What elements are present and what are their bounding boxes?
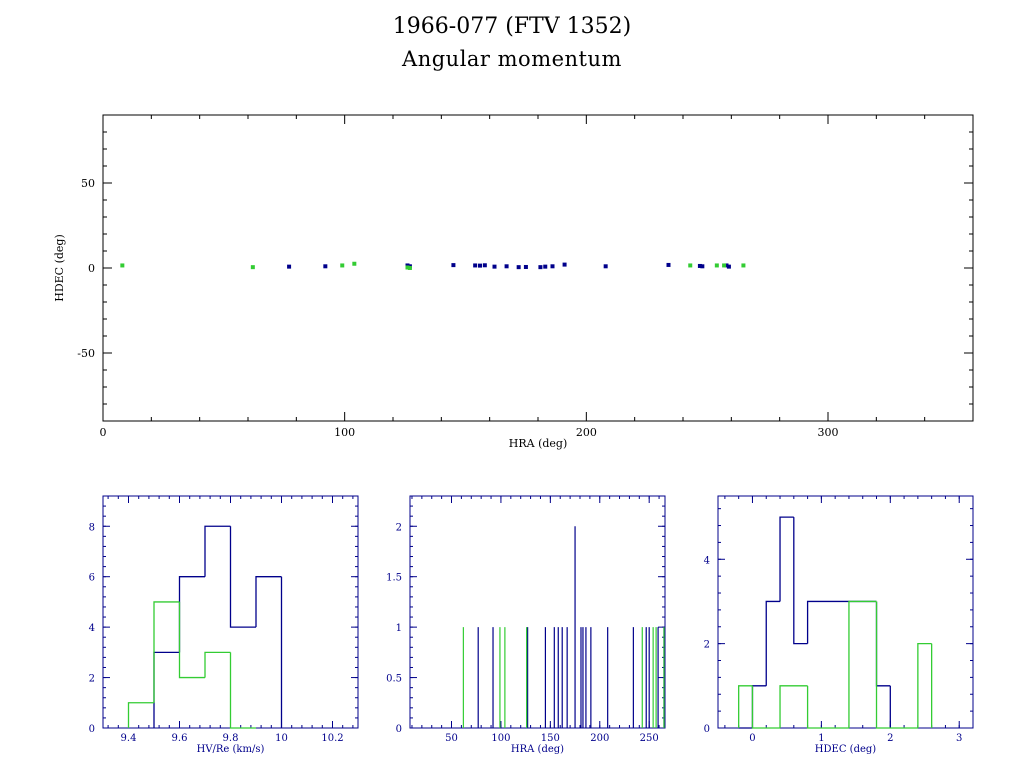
scatter-point-blue	[697, 263, 702, 268]
scatter-point-green	[120, 263, 125, 268]
hist-x-axis-label: HRA (deg)	[511, 744, 564, 755]
hist-y-tick-label: 0	[396, 724, 402, 735]
hist-y-tick-label: 0	[704, 724, 710, 735]
hist-series-blue	[738, 516, 891, 729]
hist-y-tick-label: 2	[89, 674, 95, 685]
scatter-point-blue	[287, 264, 292, 269]
scatter-point-green	[340, 263, 345, 268]
scatter-point-blue	[603, 264, 608, 269]
scatter-point-green	[352, 261, 357, 266]
hist-x-tick-label: 200	[590, 733, 609, 744]
hist-x-tick-label: 0	[749, 733, 755, 744]
hist-x-tick-label: 1	[818, 733, 824, 744]
x-axis-label: HRA (deg)	[509, 437, 568, 450]
hist-y-tick-label: 2	[704, 640, 710, 651]
scatter-point-green	[741, 263, 746, 268]
y-tick-label: -50	[77, 347, 95, 360]
hist-series-green	[738, 600, 933, 729]
scatter-point-blue	[543, 264, 548, 269]
hist-x-tick-label: 10	[275, 733, 288, 744]
hist-x-axis-label: HDEC (deg)	[815, 744, 876, 755]
scatter-point-blue	[700, 264, 705, 269]
chart-title: 1966-077 (FTV 1352)	[392, 14, 632, 39]
hist-x-tick-label: 9.4	[121, 733, 137, 744]
scatter-point-green	[250, 265, 255, 270]
scatter-point-blue	[523, 264, 528, 269]
y-tick-label: 0	[88, 262, 95, 275]
hist-series-green	[127, 601, 256, 729]
hist-y-tick-label: 6	[89, 573, 95, 584]
scatter-point-blue	[550, 264, 555, 269]
histogram-frame-3	[717, 495, 974, 729]
hist-y-tick-label: 2	[396, 522, 402, 533]
x-tick-label: 200	[576, 426, 597, 439]
hist-y-tick-label: 1	[396, 623, 402, 634]
hist-x-tick-label: 9.8	[223, 733, 239, 744]
hist-y-tick-label: 4	[89, 623, 95, 634]
scatter-point-blue	[538, 265, 543, 270]
scatter-point-blue	[405, 263, 410, 268]
scatter-plot-frame	[102, 114, 974, 422]
hist-x-axis-label: HV/Re (km/s)	[197, 744, 265, 755]
x-tick-label: 100	[334, 426, 355, 439]
x-tick-label: 300	[818, 426, 839, 439]
scatter-point-blue	[478, 263, 482, 268]
hist-x-tick-label: 250	[640, 733, 659, 744]
scatter-point-blue	[504, 264, 509, 269]
scatter-point-blue	[516, 265, 521, 270]
scatter-point-blue	[726, 264, 731, 269]
hist-x-tick-label: 50	[445, 733, 458, 744]
scatter-point-green	[714, 263, 719, 268]
hist-y-tick-label: 4	[704, 555, 710, 566]
scatter-point-blue	[473, 263, 478, 268]
scatter-point-green	[688, 263, 693, 268]
hist-series-blue	[153, 525, 283, 728]
hist-y-tick-label: 8	[89, 522, 95, 533]
scatter-point-blue	[451, 263, 456, 268]
chart-subtitle: Angular momentum	[402, 47, 622, 71]
hist-y-tick-label: 1.5	[386, 573, 402, 584]
scatter-point-blue	[492, 264, 497, 269]
scatter-point-green	[722, 263, 727, 268]
hist-x-tick-label: 100	[491, 733, 510, 744]
hist-x-tick-label: 10.2	[321, 733, 343, 744]
hist-x-tick-label: 2	[887, 733, 893, 744]
scatter-point-blue	[562, 262, 567, 267]
scatter-point-blue	[666, 262, 671, 267]
hist-x-tick-label: 9.6	[172, 733, 188, 744]
y-axis-label: HDEC (deg)	[53, 234, 66, 302]
y-tick-label: 50	[81, 177, 95, 190]
x-tick-label: 0	[100, 426, 107, 439]
scatter-point-blue	[724, 263, 729, 268]
scatter-point-blue	[323, 264, 328, 269]
hist-y-tick-label: 0	[89, 724, 95, 735]
hist-x-tick-label: 3	[956, 733, 962, 744]
hist-y-tick-label: 0.5	[386, 674, 402, 685]
histogram-frame-2	[409, 495, 666, 729]
scatter-point-green	[405, 265, 410, 270]
scatter-point-blue	[482, 263, 487, 268]
hist-x-tick-label: 150	[541, 733, 560, 744]
scatter-point-green	[407, 266, 412, 270]
